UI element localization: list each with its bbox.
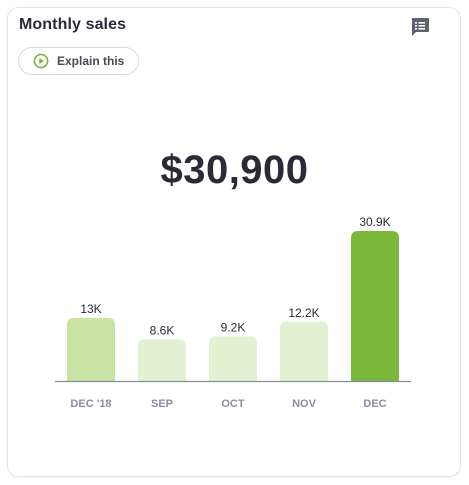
comment-lines-icon: [412, 18, 429, 36]
card-title: Monthly sales: [19, 16, 127, 33]
total-sales-value: $30,900: [160, 148, 309, 192]
bar-value-label: 9.2K: [221, 320, 246, 334]
bar-1[interactable]: [138, 339, 186, 381]
bar-0[interactable]: [67, 317, 115, 381]
x-axis-tick-label: SEP: [151, 398, 173, 410]
play-circle-icon: [33, 53, 49, 69]
bar-value-label: 30.9K: [359, 215, 390, 229]
bar-value-label: 8.6K: [150, 323, 175, 337]
bar-4[interactable]: [351, 231, 399, 381]
x-axis-tick-label: DEC '18: [70, 398, 111, 410]
explain-this-label: Explain this: [57, 54, 125, 68]
explain-this-button[interactable]: Explain this: [18, 47, 140, 75]
x-axis-tick-label: DEC: [363, 398, 386, 410]
feedback-button[interactable]: [410, 17, 430, 37]
x-axis-tick-label: NOV: [292, 398, 317, 410]
bar-value-label: 12.2K: [288, 306, 319, 320]
bar-3[interactable]: [280, 321, 328, 381]
bar-value-label: 13K: [80, 302, 101, 316]
bar-2[interactable]: [209, 336, 257, 381]
x-axis-tick-label: OCT: [221, 398, 245, 410]
